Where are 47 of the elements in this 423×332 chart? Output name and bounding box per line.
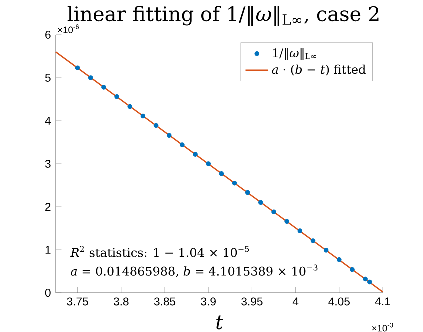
x-axis-title: t <box>216 316 224 330</box>
text: ×10$^{-6}$ <box>58 24 80 34</box>
x-tick-label: 3.95 <box>242 298 263 306</box>
point <box>350 267 355 272</box>
x-tick-label: 4.05 <box>328 298 350 306</box>
point <box>337 257 342 262</box>
x-tick-label: 3.8 <box>114 298 129 306</box>
point <box>368 280 372 285</box>
point <box>193 152 198 157</box>
point <box>154 123 159 128</box>
y-tick-label: 2 <box>46 203 51 211</box>
chart-title: linear fitting of 1/‖ω‖$_{L∞}$, case 2 <box>68 6 379 26</box>
annotation: R$^{2}$ statistics: 1 − 1.04 × 10$^{−5}$ <box>70 246 250 258</box>
point <box>258 200 264 206</box>
point <box>324 248 329 253</box>
legend-label: a · (b − t) fitted <box>272 64 366 76</box>
point <box>232 180 238 186</box>
point <box>102 85 106 90</box>
y-tick-label: 6 <box>46 31 51 40</box>
annotation: a = 0.014865988, b = 4.1015389 × 10$^{−3}$ <box>71 264 318 278</box>
point <box>206 162 212 166</box>
point <box>166 133 172 138</box>
point <box>272 210 276 215</box>
x-tick-label: 3.85 <box>154 298 176 306</box>
point <box>363 276 368 282</box>
point <box>219 171 224 176</box>
text: ×10$^{-3}$ <box>372 322 394 332</box>
x-tick-label: 3.75 <box>67 298 88 306</box>
point <box>245 190 250 196</box>
x-tick-label: 3.9 <box>201 298 216 306</box>
point <box>310 238 316 244</box>
point <box>75 66 80 71</box>
y-tick-label: 4 <box>45 117 51 125</box>
x-tick-label: 4.1 <box>375 298 390 306</box>
y-tick-label: 0 <box>45 288 51 298</box>
y-tick-label: 3 <box>45 160 51 168</box>
x-tick-label: 4 <box>292 298 299 306</box>
point <box>180 142 185 148</box>
legend-label: 1/‖ω‖$_{L∞}$ <box>273 48 316 60</box>
y-tick-label: 1 <box>46 246 51 254</box>
y-tick-label: 5 <box>45 74 51 82</box>
point <box>114 94 120 100</box>
point <box>284 219 290 224</box>
point <box>298 228 303 234</box>
point <box>128 104 133 110</box>
point <box>140 114 146 119</box>
point <box>88 76 94 80</box>
